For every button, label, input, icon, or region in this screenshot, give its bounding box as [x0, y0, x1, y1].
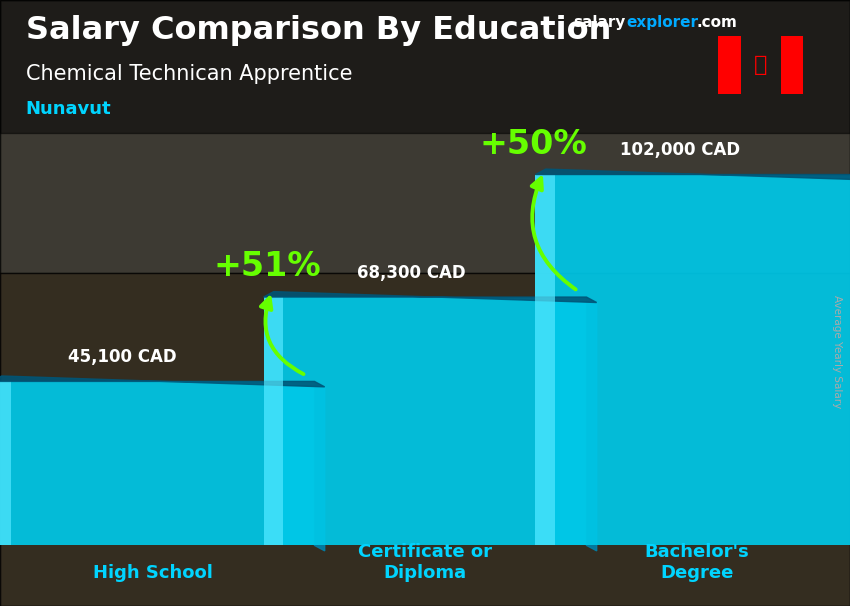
FancyBboxPatch shape	[536, 175, 850, 545]
Text: +50%: +50%	[480, 128, 587, 161]
Text: explorer: explorer	[626, 15, 699, 30]
Text: Average Yearly Salary: Average Yearly Salary	[832, 295, 842, 408]
Polygon shape	[0, 376, 325, 387]
Bar	[780, 36, 803, 94]
Polygon shape	[264, 291, 597, 302]
FancyBboxPatch shape	[0, 0, 850, 133]
Text: Salary Comparison By Education: Salary Comparison By Education	[26, 15, 611, 46]
Text: Bachelor's
Degree: Bachelor's Degree	[644, 543, 750, 582]
FancyBboxPatch shape	[0, 381, 11, 545]
FancyBboxPatch shape	[264, 297, 283, 545]
Polygon shape	[314, 381, 325, 551]
Text: Certificate or
Diploma: Certificate or Diploma	[358, 543, 492, 582]
FancyBboxPatch shape	[536, 175, 555, 545]
Text: High School: High School	[93, 564, 213, 582]
Text: 68,300 CAD: 68,300 CAD	[357, 264, 466, 282]
FancyBboxPatch shape	[0, 381, 314, 545]
FancyBboxPatch shape	[0, 0, 850, 273]
Polygon shape	[586, 297, 597, 551]
Text: 🍁: 🍁	[754, 55, 768, 75]
FancyBboxPatch shape	[0, 273, 850, 606]
Text: salary: salary	[574, 15, 626, 30]
Text: Chemical Technican Apprentice: Chemical Technican Apprentice	[26, 64, 352, 84]
Polygon shape	[536, 169, 850, 180]
Bar	[718, 36, 741, 94]
FancyBboxPatch shape	[264, 297, 586, 545]
Text: .com: .com	[696, 15, 737, 30]
Text: 102,000 CAD: 102,000 CAD	[620, 141, 740, 159]
Text: +51%: +51%	[213, 250, 321, 283]
Text: Nunavut: Nunavut	[26, 100, 111, 118]
Text: 45,100 CAD: 45,100 CAD	[68, 348, 177, 366]
